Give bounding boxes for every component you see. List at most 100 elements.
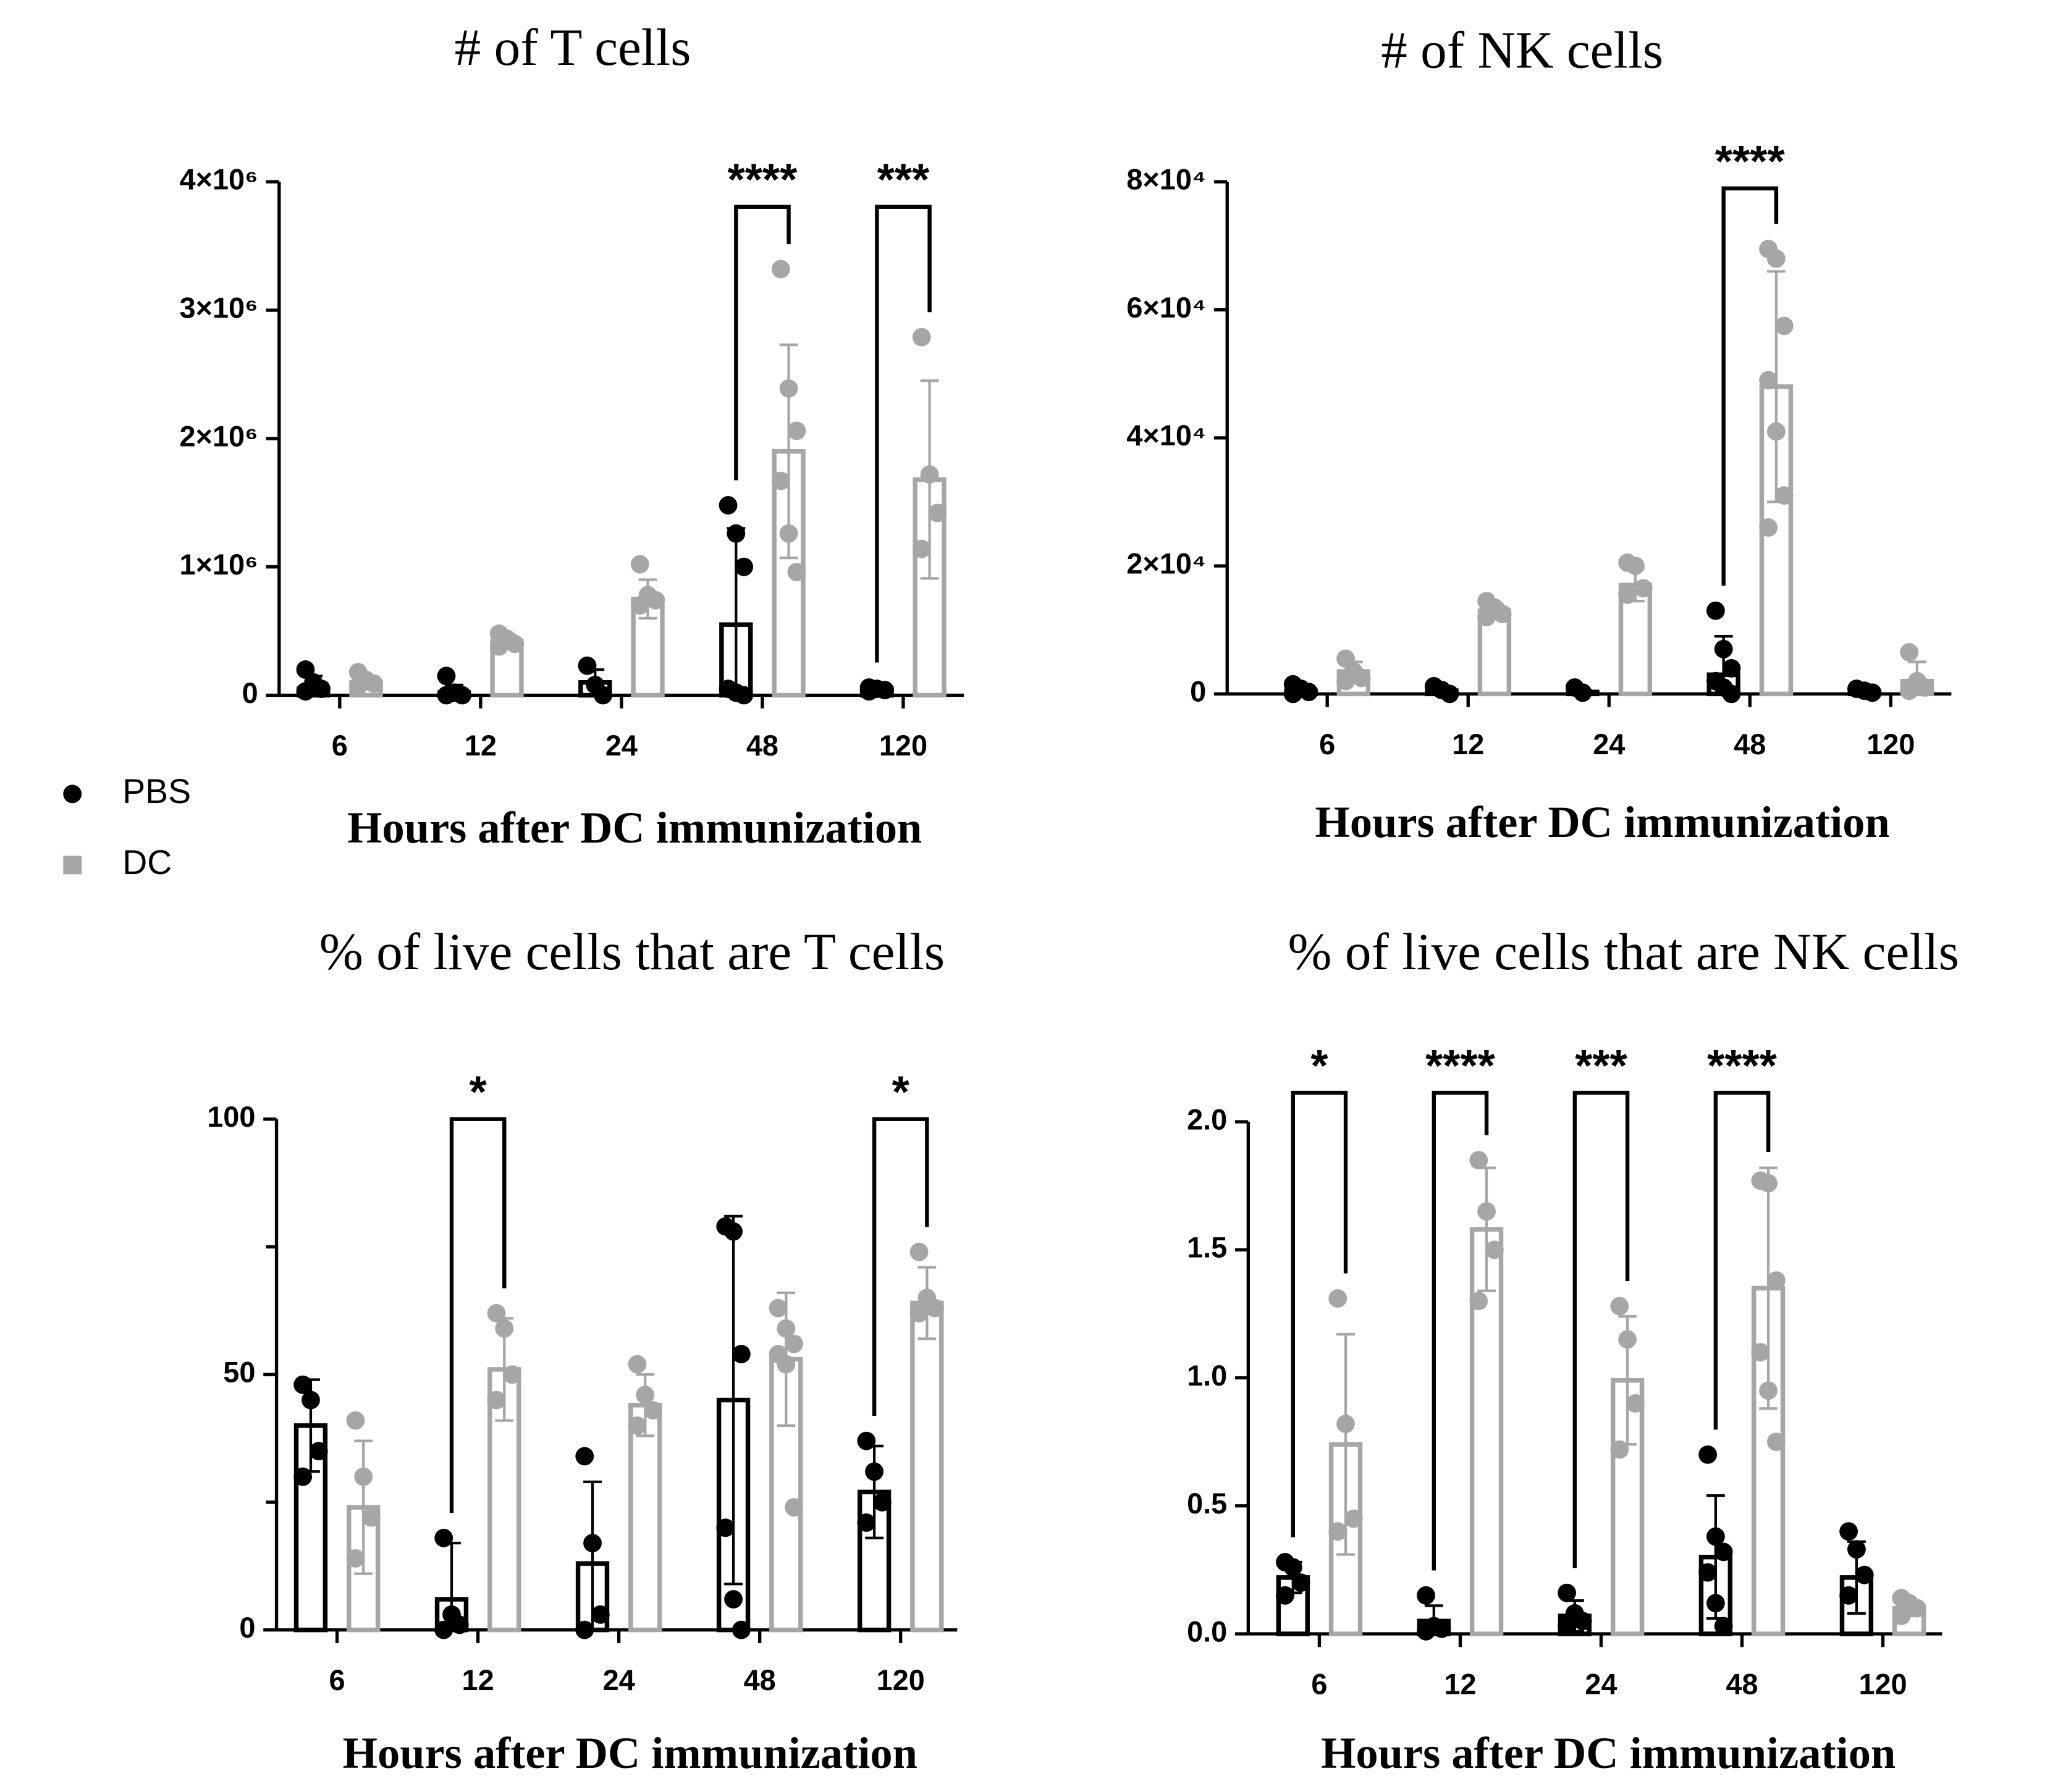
data-point [1892, 1607, 1911, 1625]
x-tick-label: 120 [879, 730, 927, 762]
data-point [495, 1319, 514, 1338]
x-tick-label: 120 [1858, 1668, 1907, 1701]
data-point [1767, 1271, 1786, 1290]
chart-title: # of T cells [455, 19, 691, 77]
data-point [1573, 1612, 1592, 1631]
data-point [628, 1416, 647, 1435]
significance-bracket [1291, 1090, 1348, 1538]
data-point [1855, 1565, 1874, 1584]
data-point [434, 1620, 453, 1639]
data-point [1618, 1330, 1637, 1349]
data-point [771, 471, 790, 490]
data-point [1714, 639, 1733, 658]
data-point [785, 1498, 804, 1517]
data-point [489, 637, 508, 656]
data-point [1336, 1415, 1355, 1434]
data-point [505, 634, 525, 654]
data-point [1915, 678, 1934, 697]
data-point [1291, 1573, 1310, 1592]
legend-marker [63, 856, 82, 875]
data-point [1767, 249, 1786, 268]
data-point [1714, 1542, 1733, 1562]
significance-label: **** [1715, 137, 1786, 187]
data-point [1759, 1174, 1778, 1193]
data-point [1432, 1619, 1451, 1638]
data-point [503, 1365, 521, 1384]
data-point [771, 259, 790, 279]
data-point [1469, 1292, 1488, 1311]
chart-title: # of NK cells [1381, 21, 1663, 79]
data-point [575, 1447, 594, 1466]
y-tick-label: 0.5 [1187, 1487, 1227, 1520]
significance-bracket [875, 204, 932, 663]
x-tick-label: 48 [1726, 1668, 1758, 1701]
x-tick-label: 6 [1311, 1668, 1327, 1701]
data-point [928, 503, 947, 523]
x-axis-label: Hours after DC immunization [1321, 1728, 1896, 1778]
x-tick-label: 120 [1866, 728, 1915, 760]
x-tick-label: 12 [1444, 1668, 1476, 1701]
significance-bracket [872, 1117, 929, 1416]
data-point [354, 1467, 373, 1486]
x-axis-label: Hours after DC immunization [343, 1728, 917, 1778]
data-point [724, 1590, 743, 1609]
data-point [1759, 371, 1778, 390]
data-point [920, 465, 939, 484]
y-tick-label: 2×10⁶ [180, 420, 258, 452]
significance-label: *** [1575, 1041, 1627, 1091]
y-tick-label: 50 [223, 1357, 255, 1389]
data-point [1485, 1240, 1504, 1260]
data-point [909, 1304, 929, 1323]
legend-label: PBS [122, 772, 191, 810]
significance-bracket [1572, 1090, 1630, 1568]
data-point [628, 1355, 647, 1374]
data-point [1328, 1522, 1347, 1541]
data-point [859, 682, 879, 701]
data-point [583, 1534, 602, 1552]
y-tick-label: 100 [207, 1101, 255, 1133]
data-point [1283, 684, 1302, 704]
data-point [1417, 1586, 1435, 1605]
data-point [909, 1242, 929, 1261]
data-point [1759, 518, 1778, 537]
data-point [578, 656, 597, 675]
data-point [785, 1334, 804, 1353]
data-point [732, 1620, 751, 1639]
significance-label: **** [1707, 1041, 1778, 1091]
data-point [1847, 1540, 1866, 1559]
data-point [1352, 668, 1371, 688]
x-tick-label: 24 [1593, 728, 1625, 760]
y-tick-label: 4×10⁶ [180, 164, 258, 196]
error-bar [1759, 1166, 1778, 1410]
data-point [872, 1492, 892, 1512]
x-tick-label: 24 [605, 730, 638, 762]
data-point [912, 539, 931, 558]
x-tick-label: 24 [1585, 1668, 1617, 1701]
data-point [346, 1411, 365, 1430]
bar [628, 1403, 662, 1633]
data-point [1610, 1297, 1629, 1316]
data-point [1469, 1151, 1488, 1170]
data-point [1839, 1522, 1858, 1541]
x-tick-label: 12 [462, 1664, 494, 1696]
data-point [594, 686, 612, 705]
chart-title: % of live cells that are NK cells [1288, 923, 1959, 981]
data-point [1328, 1289, 1347, 1308]
y-tick-label: 8×10⁴ [1126, 164, 1206, 196]
data-point [1493, 604, 1512, 623]
data-point [1774, 316, 1794, 335]
data-point [312, 679, 331, 699]
data-point [591, 1605, 610, 1624]
data-point [1440, 684, 1459, 704]
data-point [1626, 1394, 1645, 1413]
significance-bracket [449, 1117, 507, 1513]
data-point [1863, 683, 1882, 702]
data-point [646, 591, 665, 610]
y-tick-label: 1.0 [1187, 1360, 1227, 1392]
data-point [1573, 683, 1592, 702]
data-point [1634, 579, 1653, 598]
significance-label: **** [728, 155, 798, 205]
data-point [787, 563, 806, 581]
bar [910, 1300, 944, 1633]
data-point [1774, 486, 1794, 505]
